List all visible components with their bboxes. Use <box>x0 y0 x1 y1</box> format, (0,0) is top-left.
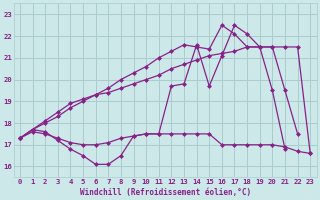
X-axis label: Windchill (Refroidissement éolien,°C): Windchill (Refroidissement éolien,°C) <box>79 188 251 197</box>
